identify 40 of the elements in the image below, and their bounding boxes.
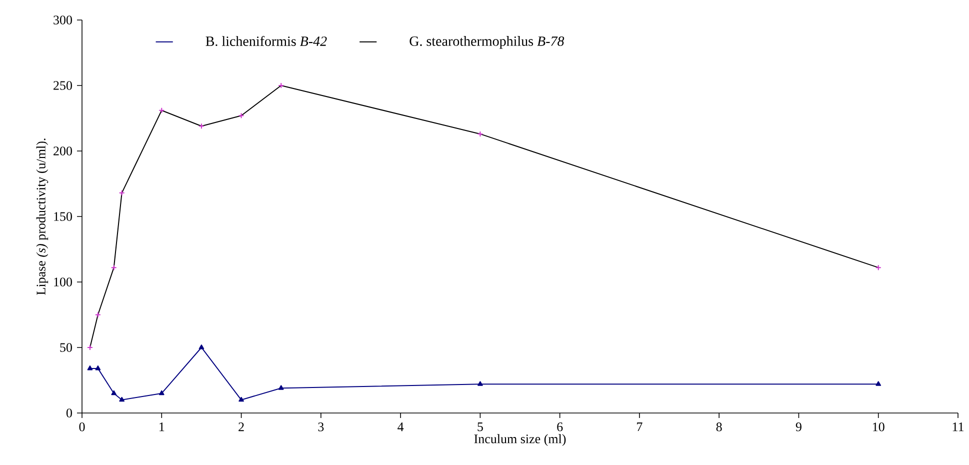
point (87, 365, 93, 370)
y-tick-label: 300 (54, 16, 72, 24)
x-tick-label: 5 (478, 422, 483, 432)
point (876, 381, 882, 386)
y-tick-label: 150 (54, 212, 72, 221)
point (158, 107, 165, 114)
point (111, 390, 117, 396)
point (119, 396, 124, 402)
point (158, 390, 164, 396)
x-tick-label: 2 (238, 422, 244, 432)
point (278, 385, 284, 390)
point (238, 396, 244, 402)
point (95, 365, 101, 370)
x-tick-label: 9 (796, 422, 802, 432)
y-tick-label: 100 (54, 278, 72, 286)
y-axis-title: Lipase (s) productivity (u/ml). (36, 138, 48, 295)
x-tick-label: 1 (160, 422, 164, 432)
point (875, 264, 882, 271)
point (478, 381, 483, 386)
y-tick-label: 200 (54, 146, 72, 156)
x-tick-label: 4 (398, 422, 404, 432)
point (110, 264, 117, 271)
point (198, 123, 204, 130)
point (238, 112, 244, 119)
point (118, 190, 125, 196)
x-axis-title: Inculum size (ml) (474, 434, 566, 446)
y-tick-label: 0 (66, 408, 72, 418)
x-tick-label: 7 (637, 422, 642, 432)
x-tick-label: 11 (952, 422, 964, 432)
x-tick-label: 8 (716, 422, 722, 432)
y-tick-label: 250 (54, 81, 72, 90)
legend-label: G. stearothermophilus B-78 (410, 36, 564, 49)
x-tick-label: 3 (318, 422, 324, 432)
point (198, 344, 204, 350)
y-tick-label: 50 (60, 343, 72, 352)
x-tick-label: 6 (557, 422, 563, 432)
x-tick-label: 0 (79, 422, 85, 432)
legend-label: B. licheniformis B-42 (206, 36, 327, 46)
x-tick-label: 10 (873, 422, 884, 432)
point (94, 312, 101, 318)
